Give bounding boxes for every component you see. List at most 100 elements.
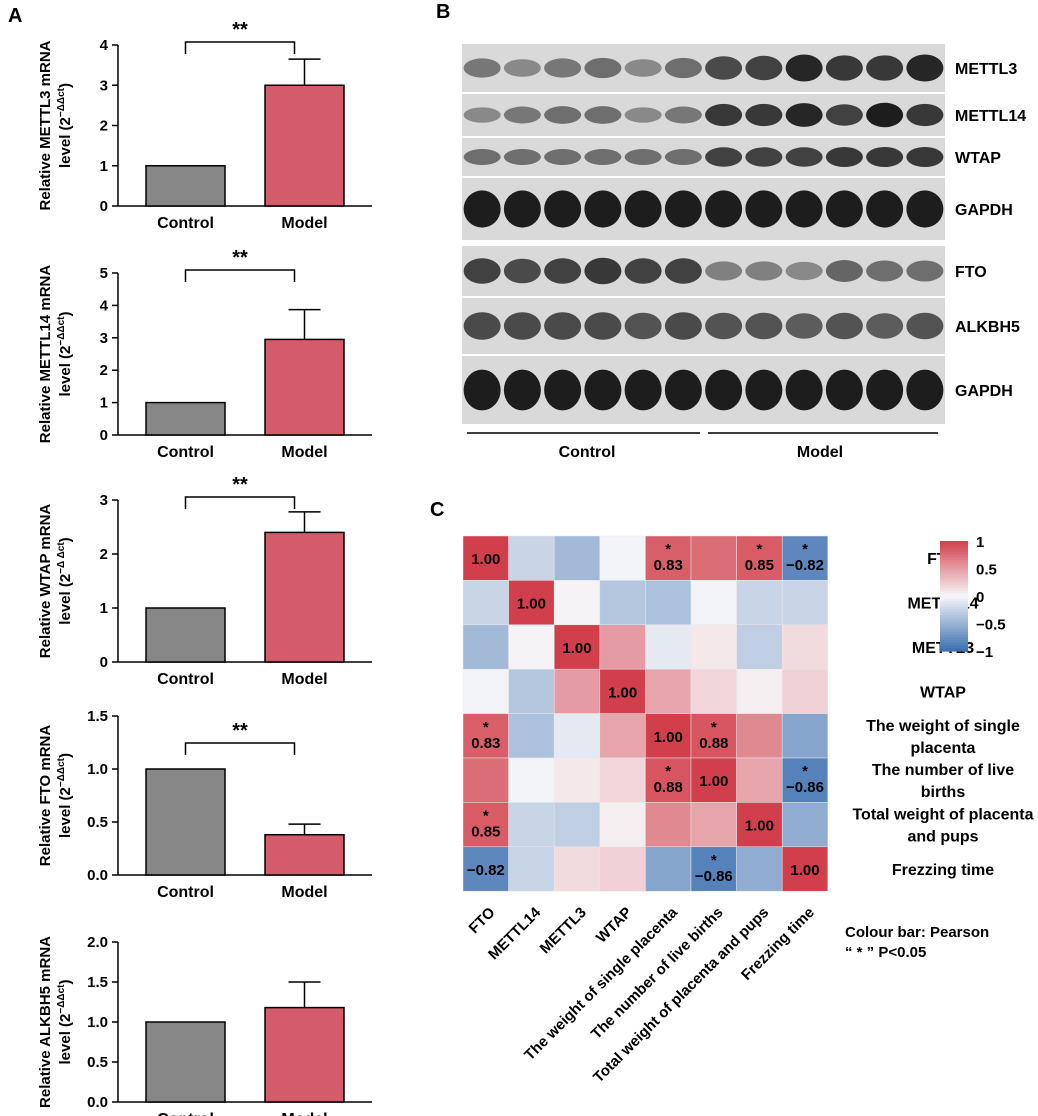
heatmap-value: 1.00 xyxy=(699,773,728,790)
colorbar-segment xyxy=(940,543,968,548)
heatmap-row-label: Total weight of placenta xyxy=(852,807,1033,824)
heatmap-significance-star: * xyxy=(802,763,808,780)
blot-band xyxy=(584,257,622,285)
blot-band xyxy=(866,260,904,282)
blot-band xyxy=(745,261,783,281)
heatmap-cell xyxy=(508,624,555,670)
y-axis-label-exponent: −ΔΔct xyxy=(56,757,67,787)
blot-band xyxy=(825,146,863,168)
colorbar-segment xyxy=(940,549,968,553)
category-label: Control xyxy=(157,671,214,688)
blot-band xyxy=(825,369,863,411)
y-axis-label-base: level (2 xyxy=(57,787,74,838)
heatmap-cell xyxy=(553,846,601,892)
blot-strip-alkbh5 xyxy=(462,298,945,354)
heatmap-row-label: and pups xyxy=(907,829,978,846)
heatmap-cells xyxy=(462,535,829,892)
blot-band xyxy=(825,312,863,340)
blot-label-alkbh5: ALKBH5 xyxy=(955,319,1020,336)
colorbar-tick-label: −1 xyxy=(976,644,993,661)
colorbar-segment xyxy=(940,582,968,586)
heatmap-significance-star: * xyxy=(483,719,489,736)
heatmap-significance-star: * xyxy=(665,763,671,780)
blot-band xyxy=(544,190,582,228)
y-tick-label: 2 xyxy=(100,118,108,135)
heatmap-cell xyxy=(553,802,601,848)
colorbar-segment xyxy=(940,623,968,627)
colorbar-segment xyxy=(940,618,968,622)
colorbar-segment xyxy=(940,541,968,545)
heatmap-cell xyxy=(690,846,737,892)
y-axis-label-close: ) xyxy=(57,980,74,985)
blot-band xyxy=(503,190,541,228)
heatmap-cell xyxy=(781,713,829,759)
colorbar-segment xyxy=(940,565,968,570)
bar-control xyxy=(145,768,226,876)
heatmap-cell xyxy=(690,580,737,626)
heatmap-significance-star: * xyxy=(756,541,762,558)
blot-band xyxy=(866,369,904,411)
heatmap-cell xyxy=(599,713,646,759)
colorbar-segment xyxy=(940,612,968,616)
blot-band xyxy=(785,261,823,281)
y-axis-label-base: level (2 xyxy=(57,117,74,168)
blot-background xyxy=(462,178,945,240)
colorbar-segment xyxy=(940,593,968,597)
colorbar-segment xyxy=(940,642,968,647)
blot-band xyxy=(544,258,582,284)
heatmap-cell xyxy=(508,535,555,581)
colorbar-segment xyxy=(940,596,968,600)
heatmap-value: 0.83 xyxy=(471,735,500,752)
blot-band xyxy=(906,312,944,340)
y-tick-label: 1.5 xyxy=(87,974,108,991)
y-tick-label: 3 xyxy=(100,330,108,347)
y-tick-label: 0 xyxy=(100,427,108,444)
heatmap-value: 0.88 xyxy=(699,735,728,752)
blot-band xyxy=(866,146,904,168)
blot-background xyxy=(462,246,945,296)
blot-band xyxy=(624,190,662,228)
heatmap-cell xyxy=(508,668,555,714)
blot-band xyxy=(785,103,823,127)
category-label: Model xyxy=(281,671,327,688)
colorbar-segment xyxy=(940,609,968,614)
colorbar-segment xyxy=(940,576,968,581)
y-tick-label: 0.0 xyxy=(87,1094,108,1111)
y-tick-label: 0.0 xyxy=(87,867,108,884)
heatmap-cell xyxy=(690,757,737,803)
heatmap-cell xyxy=(736,713,783,759)
heatmap-cell xyxy=(553,580,601,626)
heatmap-cell xyxy=(781,668,829,714)
heatmap-cell xyxy=(599,624,646,670)
blot-band xyxy=(866,102,904,128)
y-axis-label-base: level (2 xyxy=(57,346,74,397)
blot-band xyxy=(624,258,662,284)
blot-band xyxy=(503,312,541,340)
bar-control xyxy=(145,165,226,207)
y-tick-label: 3 xyxy=(100,77,108,94)
heatmap-cell xyxy=(645,668,692,714)
heatmap-column-label: FTO xyxy=(466,904,499,937)
panel-letter-a: A xyxy=(8,5,22,27)
blot-band xyxy=(584,106,622,124)
y-tick-label: 2 xyxy=(100,362,108,379)
blot-band xyxy=(906,369,944,411)
colorbar-tick-label: 0 xyxy=(976,589,984,606)
heatmap-row-label: Frezzing time xyxy=(892,862,994,879)
bar-control xyxy=(145,1021,226,1103)
colorbar-segment xyxy=(940,640,968,644)
blot-background xyxy=(462,94,945,136)
heatmap-cell xyxy=(599,535,646,581)
significance-stars: ** xyxy=(232,720,248,742)
western-blot-labels: METTL3 METTL14 WTAP GAPDH FTO ALKBH5 GAPDH xyxy=(955,61,1026,400)
heatmap-cell xyxy=(690,535,737,581)
bar-model xyxy=(264,338,345,436)
blot-band xyxy=(544,58,582,78)
heatmap-significance-star: * xyxy=(711,852,717,869)
heatmap-cell xyxy=(462,668,509,714)
colorbar-segment xyxy=(940,579,968,583)
blot-band xyxy=(745,147,783,167)
significance-note: “ * ” P<0.05 xyxy=(845,944,926,961)
heatmap-cell xyxy=(736,580,783,626)
